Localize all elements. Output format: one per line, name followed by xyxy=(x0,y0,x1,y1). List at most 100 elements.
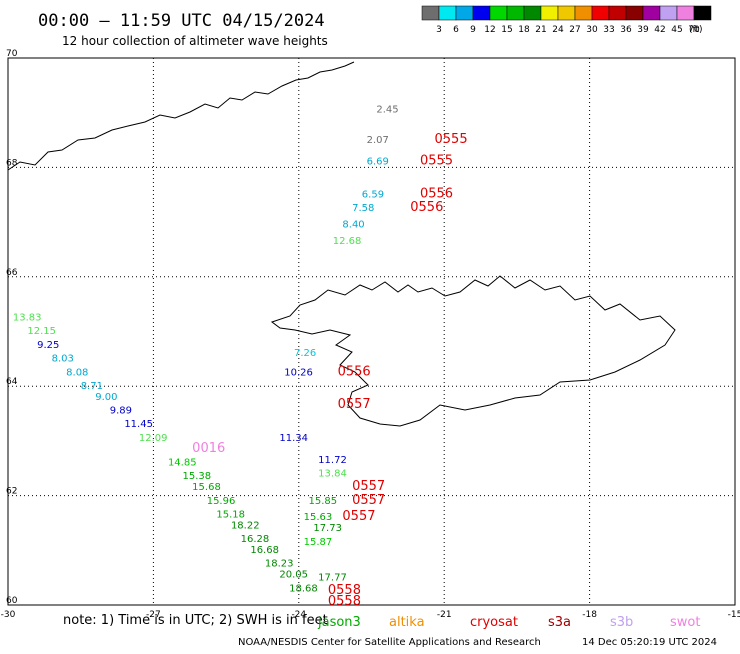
legend-swatch xyxy=(693,5,712,21)
legend-tick-label: 27 xyxy=(569,25,580,35)
map-frame xyxy=(7,57,736,606)
color-scale-legend: 3 6 9 12 15 18 21 24 27 30 33 36 39 42 45 70(ft) xyxy=(421,5,712,35)
pass-time-label: 0557 xyxy=(352,493,385,508)
wave-height-label: 18.23 xyxy=(265,559,294,570)
wave-height-label: 17.73 xyxy=(313,523,342,534)
wave-height-label: 12.09 xyxy=(139,433,168,444)
legend-tick-label: 45 xyxy=(671,25,682,35)
wave-height-label: 18.22 xyxy=(231,520,260,531)
legend-swatch xyxy=(574,5,593,21)
wave-height-label: 6.59 xyxy=(362,189,384,200)
wave-height-label: 17.77 xyxy=(318,572,347,583)
legend-tick-label: 6 xyxy=(453,25,459,35)
legend-tick-label: 15 xyxy=(501,25,512,35)
wave-height-label: 18.68 xyxy=(289,583,318,594)
pass-time-label: 0557 xyxy=(352,479,385,494)
pass-time-label: 0558 xyxy=(328,594,361,609)
legend-tick-label: 42 xyxy=(654,25,665,35)
legend-tick-label: 39 xyxy=(637,25,649,35)
wave-height-label: 11.34 xyxy=(279,433,308,444)
wave-height-label: 13.84 xyxy=(318,468,347,479)
wave-height-label: 2.45 xyxy=(376,105,398,116)
satellite-legend-jason3: jason3 xyxy=(317,615,361,630)
legend-swatch xyxy=(472,5,491,21)
wave-height-label: 15.96 xyxy=(207,496,236,507)
wave-height-label: 13.83 xyxy=(13,313,42,324)
page-subtitle: 12 hour collection of altimeter wave hei… xyxy=(62,34,328,48)
legend-swatch xyxy=(540,5,559,21)
satellite-legend: jason3 altika cryosat s3a s3b swot xyxy=(317,615,700,630)
legend-swatch xyxy=(642,5,661,21)
pass-time-label: 0555 xyxy=(420,154,453,169)
pass-time-label: 0557 xyxy=(338,397,371,412)
graticule: -30 -27 -24 -21 -18 -15 70 68 66 64 62 60 xyxy=(1,49,740,620)
latitude-tick-label: 68 xyxy=(6,158,18,168)
footer-note: note: 1) Time is in UTC; 2) SWH is in fe… xyxy=(63,613,328,628)
wave-height-label: 16.28 xyxy=(241,534,270,545)
legend-tick-label: 18 xyxy=(518,25,530,35)
wave-height-label: 15.63 xyxy=(304,512,333,523)
latitude-tick-label: 66 xyxy=(6,268,18,278)
wave-height-label: 8.40 xyxy=(342,220,364,231)
legend-swatch xyxy=(557,5,576,21)
legend-tick-label: 21 xyxy=(535,25,546,35)
legend-swatch xyxy=(608,5,627,21)
legend-swatch xyxy=(489,5,508,21)
legend-tick-label: 12 xyxy=(484,25,495,35)
wave-height-label: 11.45 xyxy=(124,419,153,430)
wave-height-label: 8.03 xyxy=(52,354,74,365)
satellite-legend-altika: altika xyxy=(389,615,425,630)
wave-height-label: 8.08 xyxy=(66,367,88,378)
pass-time-label: 0556 xyxy=(410,200,443,215)
wave-height-label: 7.58 xyxy=(352,203,374,214)
pass-time-label: 0556 xyxy=(338,364,371,379)
latitude-tick-label: 70 xyxy=(6,49,18,59)
longitude-tick-label: -24 xyxy=(291,610,306,620)
wave-height-label: 15.85 xyxy=(308,496,337,507)
legend-tick-label: 3 xyxy=(436,25,442,35)
longitude-tick-label: -30 xyxy=(1,610,16,620)
wave-height-label: 9.25 xyxy=(37,340,59,351)
satellite-legend-swot: swot xyxy=(670,615,700,630)
wave-height-label: 9.00 xyxy=(95,392,117,403)
satellite-legend-s3a: s3a xyxy=(548,615,571,630)
wave-height-label: 14.85 xyxy=(168,458,197,469)
legend-swatch xyxy=(676,5,695,21)
wave-height-label: 15.68 xyxy=(192,482,221,493)
legend-tick-label: 36 xyxy=(620,25,632,35)
pass-time-label: 0556 xyxy=(420,186,453,201)
wave-height-label: 12.15 xyxy=(27,326,56,337)
wave-height-label: 15.87 xyxy=(304,537,333,548)
legend-swatch xyxy=(506,5,525,21)
pass-time-label: 0557 xyxy=(342,509,375,524)
longitude-tick-label: -18 xyxy=(582,610,597,620)
wave-height-label: 16.68 xyxy=(250,545,279,556)
latitude-tick-label: 62 xyxy=(6,487,17,497)
longitude-tick-label: -15 xyxy=(728,610,740,620)
wave-height-label: 9.89 xyxy=(110,406,132,417)
wave-height-label: 15.18 xyxy=(216,509,245,520)
iceland-coastline xyxy=(270,275,676,427)
legend-swatch xyxy=(438,5,457,21)
wave-height-observations: 2.45 2.07 0555 6.69 0555 6.59 0556 7.58 0556 8.40… xyxy=(13,105,468,609)
pass-time-label: 0558 xyxy=(328,583,361,598)
legend-swatch xyxy=(421,5,440,21)
wave-height-label: 15.38 xyxy=(182,471,211,482)
legend-unit: (ft) xyxy=(689,25,703,35)
pass-time-label: 0016 xyxy=(192,441,225,456)
latitude-tick-label: 64 xyxy=(6,377,18,387)
legend-swatch xyxy=(659,5,678,21)
greenland-coastline xyxy=(7,61,355,171)
wave-height-label: 2.07 xyxy=(367,135,389,146)
legend-swatch xyxy=(591,5,610,21)
wave-height-label: 20.05 xyxy=(279,570,308,581)
legend-tick-label: 33 xyxy=(603,25,614,35)
longitude-tick-label: -21 xyxy=(437,610,452,620)
satellite-legend-cryosat: cryosat xyxy=(470,615,518,630)
legend-tick-label: 30 xyxy=(586,25,598,35)
satellite-legend-s3b: s3b xyxy=(610,615,633,630)
legend-tick-label: 70 xyxy=(688,25,700,35)
wave-height-label: 7.26 xyxy=(294,348,316,359)
